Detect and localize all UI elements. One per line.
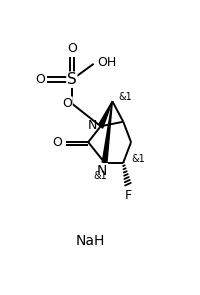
Text: O: O [35, 73, 45, 86]
Text: N: N [87, 119, 96, 132]
Text: NaH: NaH [75, 234, 105, 248]
Text: &1: &1 [130, 154, 144, 164]
Text: O: O [52, 136, 61, 149]
Polygon shape [98, 101, 112, 128]
Text: N: N [97, 164, 107, 178]
Text: O: O [67, 42, 76, 55]
Polygon shape [102, 101, 112, 163]
Text: F: F [125, 189, 132, 202]
Text: OH: OH [96, 56, 115, 69]
Text: S: S [67, 72, 76, 87]
Text: O: O [62, 97, 72, 110]
Text: &1: &1 [118, 92, 132, 102]
Text: &1: &1 [93, 171, 106, 181]
